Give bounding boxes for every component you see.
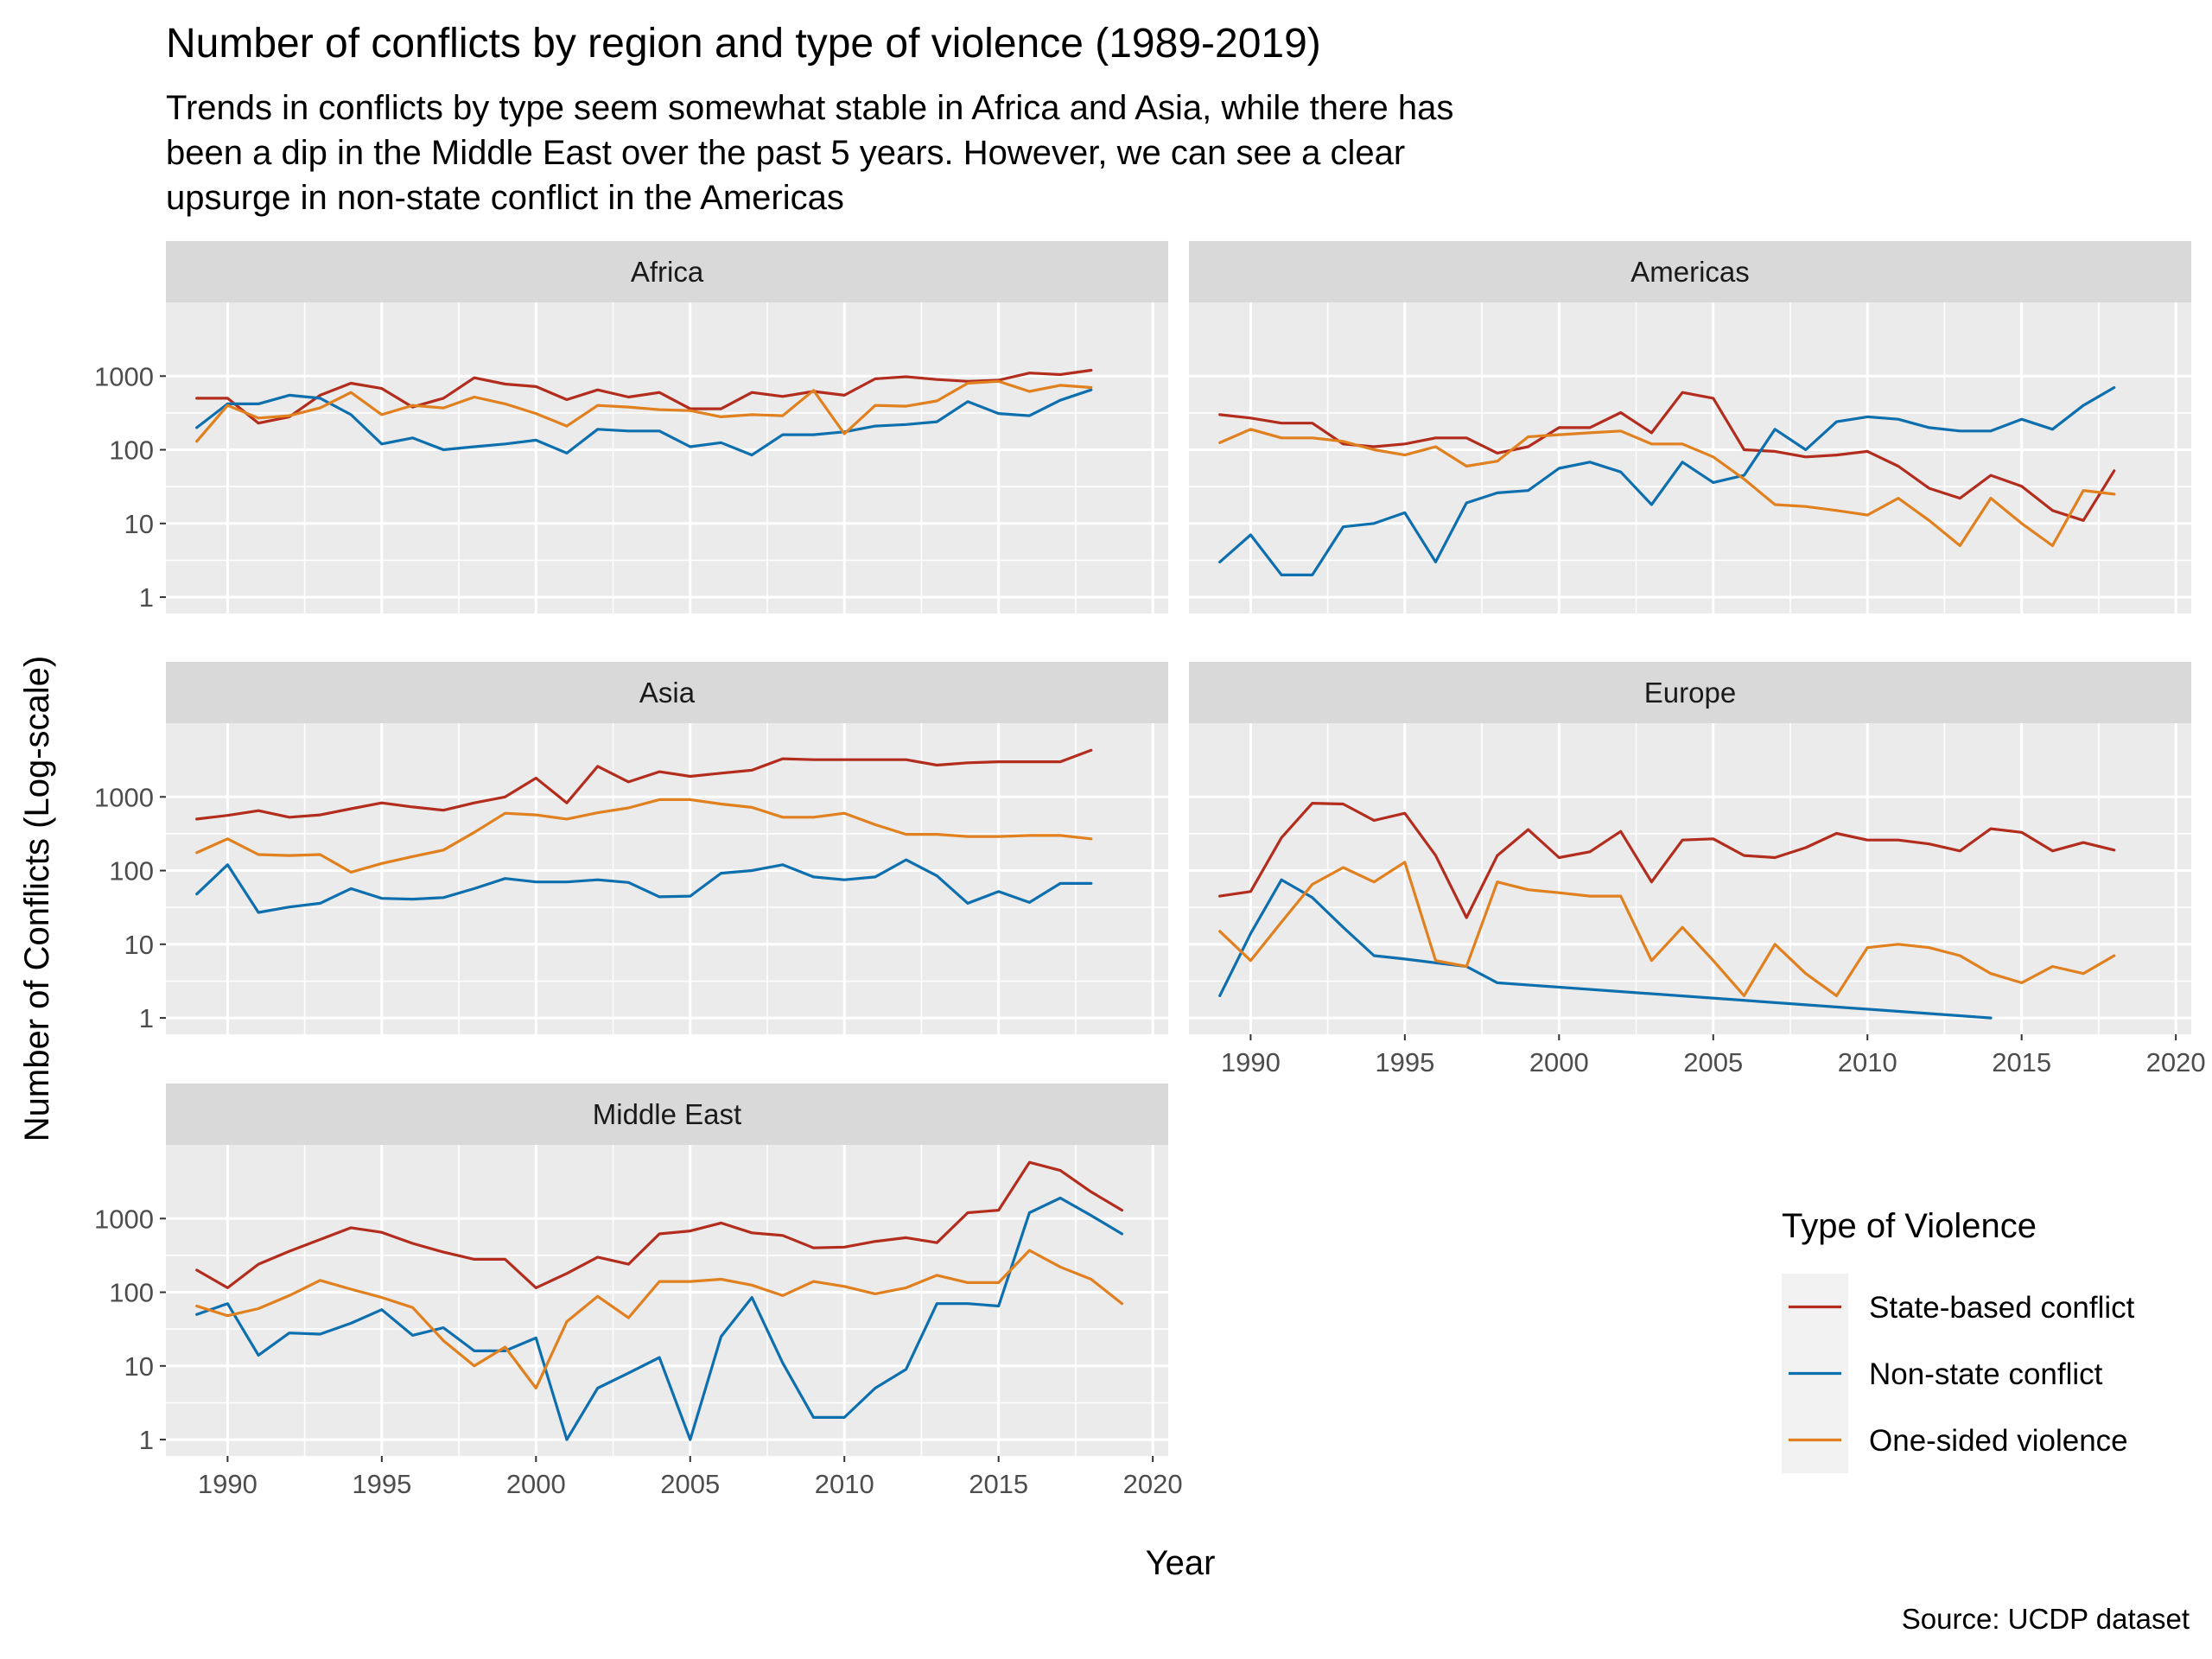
x-tick-label: 2000 [506, 1469, 566, 1499]
chart-subtitle-line-2: been a dip in the Middle East over the p… [166, 134, 1405, 172]
x-tick-label: 1995 [1375, 1047, 1434, 1077]
panel-background-europe [1189, 723, 2191, 1034]
series-line-africa-state-based-conflict [195, 368, 1093, 425]
chart-caption: Source: UCDP dataset [1902, 1603, 2190, 1635]
strip-label-africa: Africa [631, 256, 704, 288]
y-tick-label: 1 [139, 1425, 154, 1455]
panel-background-americas [1189, 302, 2191, 613]
chart-subtitle-line-3: upsurge in non-state conflict in the Ame… [166, 179, 844, 217]
y-tick-label: 10 [124, 509, 154, 539]
panel-africa: Africa 1 10 100 1000 [94, 241, 1168, 613]
x-axis-title: Year [1146, 1544, 1216, 1582]
strip-label-middle-east: Middle East [593, 1098, 741, 1130]
series-line-africa-non-state-conflict [195, 388, 1093, 457]
strip-label-asia: Asia [639, 677, 696, 709]
x-tick-label: 2010 [815, 1469, 874, 1499]
strip-middle-east [166, 1084, 1168, 1145]
y-tick-label: 100 [109, 435, 154, 466]
legend-label-state-based-conflict: State-based conflict [1869, 1291, 2135, 1325]
x-tick-label: 2005 [1683, 1047, 1743, 1077]
y-tick-label: 1 [139, 1003, 154, 1033]
series-line-asia-non-state-conflict [195, 858, 1093, 914]
panel-americas: Americas [1189, 241, 2191, 613]
series-line-middle-east-state-based-conflict [195, 1160, 1124, 1290]
y-tick-label: 100 [109, 1278, 154, 1308]
y-tick-label: 10 [124, 930, 154, 960]
x-tick-label: 2000 [1529, 1047, 1589, 1077]
x-tick-label: 2010 [1838, 1047, 1897, 1077]
y-tick-label: 1000 [94, 782, 154, 812]
series-line-asia-state-based-conflict [195, 748, 1093, 821]
x-tick-label: 2005 [660, 1469, 720, 1499]
y-tick-label: 1 [139, 582, 154, 613]
series-line-asia-one-sided-violence [195, 798, 1093, 874]
strip-americas [1189, 241, 2191, 302]
x-tick-label: 1995 [352, 1469, 411, 1499]
strip-europe [1189, 662, 2191, 723]
legend: Type of Violence State-based conflict Non… [1782, 1207, 2135, 1473]
series-line-europe-one-sided-violence [1218, 861, 2116, 998]
strip-asia [166, 662, 1168, 723]
y-tick-label: 10 [124, 1351, 154, 1382]
panel-background-middle-east [166, 1145, 1168, 1456]
x-tick-label: 2015 [1992, 1047, 2051, 1077]
x-tick-label: 2020 [1123, 1469, 1183, 1499]
y-tick-label: 1000 [94, 1204, 154, 1234]
series-line-europe-non-state-conflict [1218, 878, 1993, 1020]
series-line-africa-one-sided-violence [195, 379, 1093, 443]
legend-label-non-state-conflict: Non-state conflict [1869, 1357, 2103, 1391]
y-tick-label: 1000 [94, 361, 154, 391]
legend-label-one-sided-violence: One-sided violence [1869, 1424, 2128, 1458]
x-tick-label: 2020 [2146, 1047, 2206, 1077]
y-tick-label: 100 [109, 856, 154, 887]
series-line-middle-east-non-state-conflict [195, 1196, 1124, 1441]
panel-background-asia [166, 723, 1168, 1034]
strip-africa [166, 241, 1168, 302]
series-line-europe-state-based-conflict [1218, 801, 2116, 919]
series-line-americas-non-state-conflict [1218, 385, 2116, 577]
x-tick-label: 2015 [969, 1469, 1028, 1499]
series-line-middle-east-one-sided-violence [195, 1249, 1124, 1390]
strip-label-americas: Americas [1630, 256, 1750, 288]
chart-title: Number of conflicts by region and type o… [166, 21, 1321, 67]
legend-title: Type of Violence [1782, 1207, 2037, 1245]
panel-background-africa [166, 302, 1168, 613]
y-axis-title: Number of Conflicts (Log-scale) [18, 656, 56, 1141]
x-tick-label: 1990 [1221, 1047, 1281, 1077]
strip-label-europe: Europe [1644, 677, 1736, 709]
panel-middle-east: Middle East 1 10 100 1000 1990 1995 2000 2005 201… [94, 1084, 1183, 1499]
panel-asia: Asia 1 10 100 1000 [94, 662, 1168, 1034]
series-line-americas-state-based-conflict [1218, 391, 2116, 522]
x-tick-label: 1990 [198, 1469, 257, 1499]
facet-panels: Africa 1 10 100 1000 Americas Asia 1 10 100 1000 Eu… [94, 241, 2206, 1499]
chart-subtitle-line-1: Trends in conflicts by type seem somewha… [166, 89, 1453, 127]
panel-europe: Europe 1990 1995 2000 2005 2010 2015 2020 [1189, 662, 2206, 1077]
series-line-americas-one-sided-violence [1218, 428, 2116, 548]
